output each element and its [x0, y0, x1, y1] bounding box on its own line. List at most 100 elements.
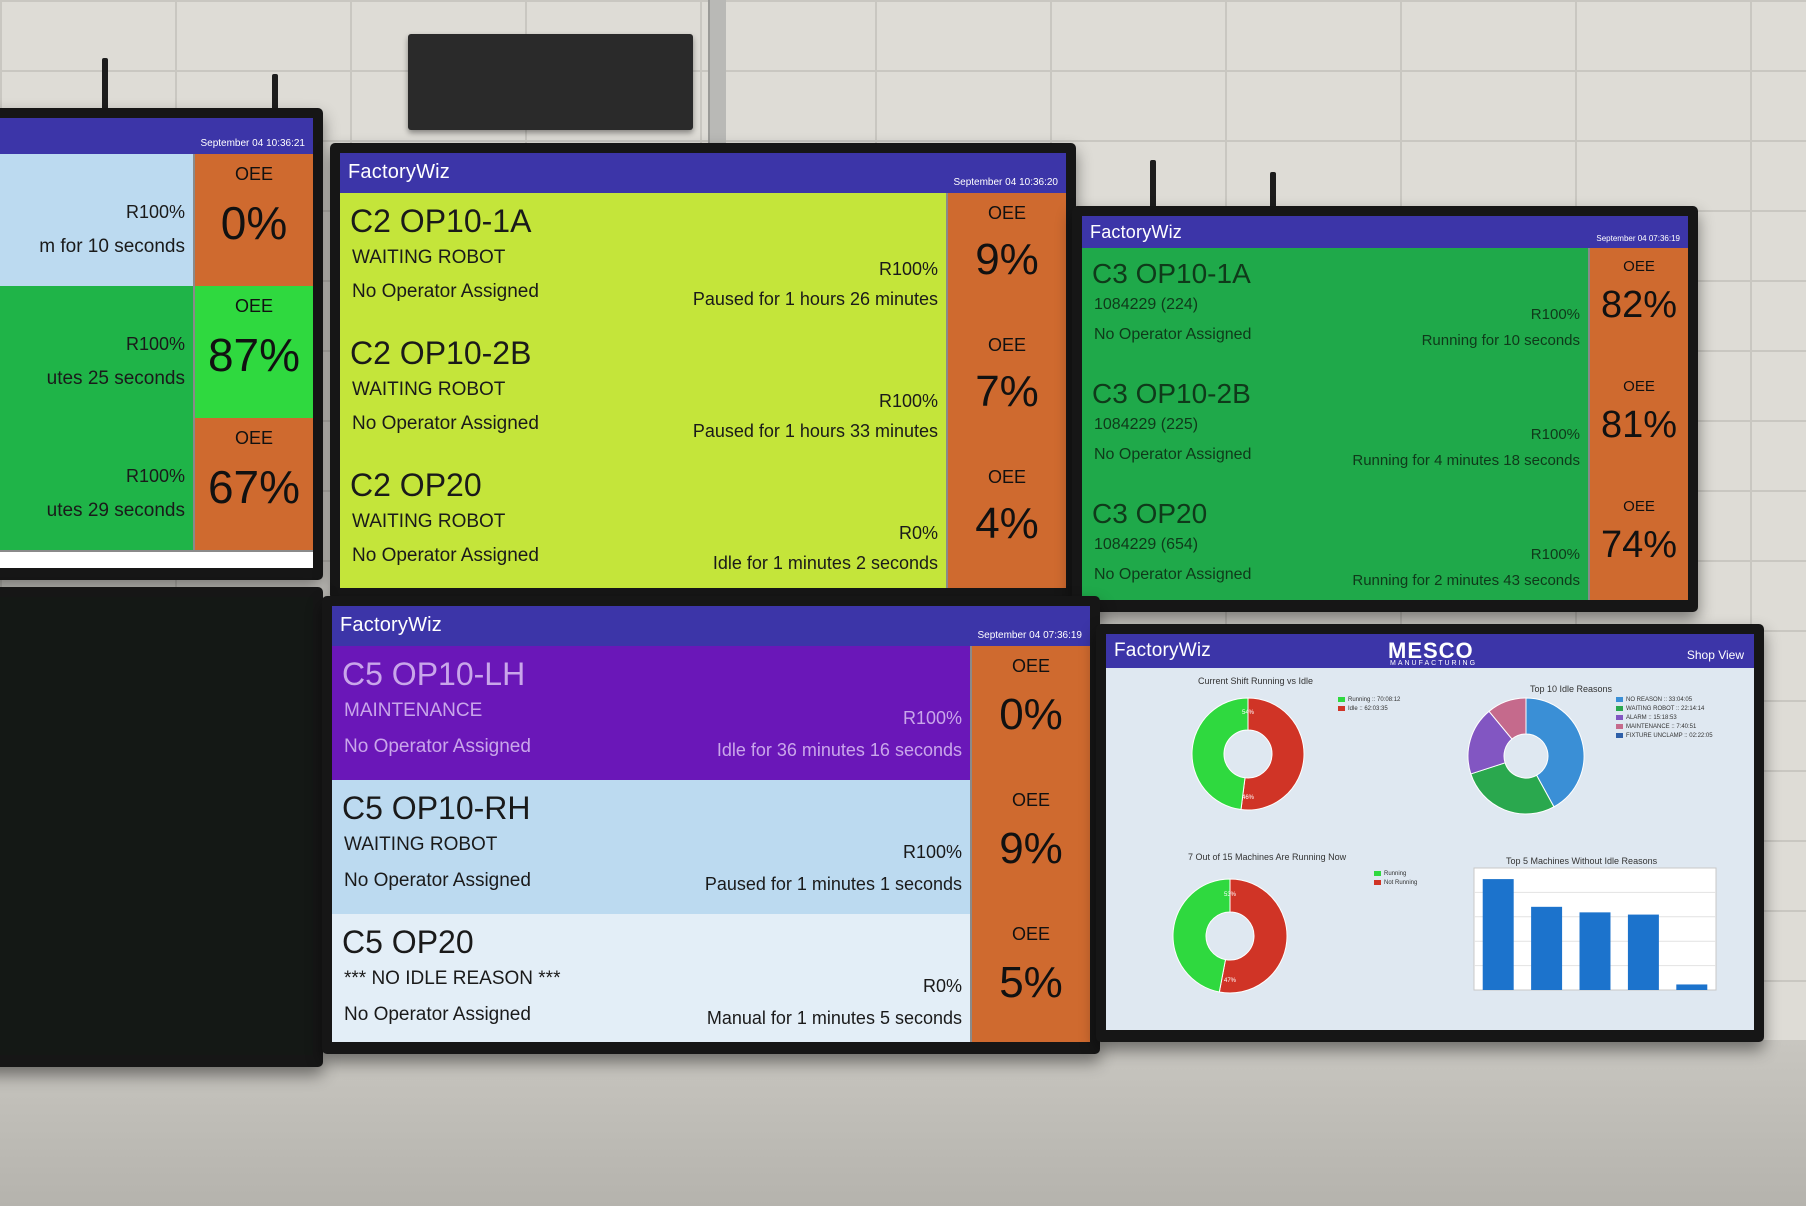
- machine-name: C2 OP10-2B: [350, 335, 532, 371]
- operator-label: No Operator Assigned: [344, 870, 531, 891]
- oee-box: OEE 5%: [970, 914, 1090, 1042]
- operator-label: No Operator Assigned: [1094, 326, 1252, 343]
- status-duration: Running for 4 minutes 18 seconds: [1352, 452, 1580, 469]
- conduit-pipe: [708, 0, 726, 150]
- bar: [1579, 912, 1611, 990]
- legend-item: Running: [1374, 870, 1417, 879]
- antenna: [102, 58, 108, 128]
- machine-row-main: R100% utes 25 seconds: [0, 286, 195, 418]
- oee-label: OEE: [987, 203, 1026, 223]
- operator-label: No Operator Assigned: [352, 281, 539, 302]
- machine-row[interactable]: C3 OP10-1A 1084229 (224) No Operator Assig…: [1082, 248, 1688, 370]
- monitor-left-partial: September 04 10:36:21 R100% m for 10 seco…: [0, 108, 323, 580]
- legend-idle-reasons: NO REASON :: 33:04:05 WAITING ROBOT :: 22…: [1616, 696, 1713, 741]
- machine-name: C5 OP20: [342, 924, 474, 960]
- machine-name: C2 OP20: [350, 467, 482, 503]
- shop-view-label: Shop View: [1686, 648, 1744, 662]
- legend-item: FIXTURE UNCLAMP :: 02:22:05: [1616, 732, 1713, 741]
- top-bar: September 04 10:36:21: [0, 118, 313, 154]
- oee-label: OEE: [987, 467, 1026, 487]
- oee-value: 5%: [999, 958, 1063, 1007]
- legend-item: MAINTENANCE :: 7:40:51: [1616, 723, 1713, 732]
- status-duration: Manual for 1 minutes 5 seconds: [706, 1008, 962, 1028]
- donut-machines-running-slice-not-running: [1218, 878, 1288, 994]
- shop-view-charts: 54% 46% 53% 47%: [1172, 697, 1717, 994]
- oee-box: OEE 4%: [946, 457, 1066, 588]
- machine-row[interactable]: C5 OP20 *** NO IDLE REASON *** No Operator…: [332, 914, 1090, 1042]
- machine-row[interactable]: C2 OP20 WAITING ROBOT No Operator Assigned…: [340, 457, 1066, 588]
- oee-label: OEE: [234, 164, 273, 184]
- monitor-c3: FactoryWiz September 04 07:36:19 C3 OP10…: [1072, 206, 1698, 612]
- rate-label: R100%: [125, 466, 185, 486]
- operator-label: No Operator Assigned: [1094, 566, 1252, 583]
- panel-title-no-idle-reasons: Top 5 Machines Without Idle Reasons: [1506, 856, 1658, 866]
- machine-row[interactable]: C2 OP10-2B WAITING ROBOT No Operator Assig…: [340, 325, 1066, 459]
- status-duration: Running for 10 seconds: [1421, 332, 1580, 349]
- legend-text: Running: [1384, 871, 1407, 877]
- top-bar: FactoryWiz MESCO MANUFACTURING Shop View: [1106, 634, 1754, 668]
- machine-row[interactable]: C5 OP10-LH MAINTENANCE No Operator Assigne…: [332, 646, 1090, 782]
- machine-row[interactable]: C3 OP20 1084229 (654) No Operator Assigned…: [1082, 488, 1688, 600]
- top-bar: FactoryWiz September 04 07:36:19: [1082, 216, 1688, 248]
- top-bar: FactoryWiz September 04 10:36:20: [340, 153, 1066, 193]
- status-duration: Paused for 1 minutes 1 seconds: [704, 874, 962, 894]
- screen-c2: FactoryWiz September 04 10:36:20 C2 OP10…: [340, 153, 1066, 588]
- monitor-c2: FactoryWiz September 04 10:36:20 C2 OP10…: [330, 143, 1076, 600]
- machine-row: R100% m for 10 seconds OEE 0%: [0, 154, 313, 288]
- bar: [1482, 879, 1514, 990]
- oee-value: 81%: [1600, 404, 1678, 446]
- oee-value: 82%: [1600, 284, 1678, 326]
- legend-swatch: [1616, 696, 1623, 702]
- wall-lower-shade: [0, 1040, 1806, 1206]
- machine-row-main: C2 OP20 WAITING ROBOT No Operator Assigned…: [340, 457, 948, 588]
- machine-row[interactable]: C3 OP10-2B 1084229 (225) No Operator Assig…: [1082, 368, 1688, 490]
- machine-row[interactable]: C5 OP10-RH WAITING ROBOT No Operator Assig…: [332, 780, 1090, 916]
- operator-label: No Operator Assigned: [1094, 446, 1252, 463]
- legend-text: Idle :: 62:03:35: [1348, 706, 1388, 712]
- oee-box: OEE 67%: [193, 418, 313, 550]
- status-duration: m for 10 seconds: [39, 236, 185, 257]
- oee-label: OEE: [1623, 258, 1655, 275]
- rate-label: R0%: [898, 523, 938, 543]
- rate-label: R100%: [1530, 546, 1580, 563]
- machine-row-main: C3 OP10-2B 1084229 (225) No Operator Assig…: [1082, 368, 1590, 488]
- machine-row-main: R100% utes 29 seconds: [0, 418, 195, 550]
- legend-text: WAITING ROBOT :: 22:14:14: [1626, 706, 1705, 712]
- oee-value: 9%: [975, 235, 1039, 284]
- oee-value: 0%: [220, 197, 288, 249]
- mesco-logo-subtitle: MANUFACTURING: [1390, 660, 1478, 667]
- donut-running-idle-slice-running: [1191, 697, 1249, 811]
- screen-c5: FactoryWiz September 04 07:36:19 C5 OP10…: [332, 606, 1090, 1042]
- rate-label: R100%: [878, 259, 938, 279]
- rate-label: R100%: [125, 334, 185, 354]
- screen-c3: FactoryWiz September 04 07:36:19 C3 OP10…: [1082, 216, 1688, 600]
- rate-label: R100%: [902, 842, 962, 862]
- legend-swatch: [1616, 714, 1623, 720]
- screen-off: [0, 597, 313, 1055]
- machine-row[interactable]: C2 OP10-1A WAITING ROBOT No Operator Assig…: [340, 193, 1066, 327]
- oee-box: OEE 9%: [970, 780, 1090, 914]
- oee-box: OEE 0%: [193, 154, 313, 286]
- machine-row-main: C5 OP20 *** NO IDLE REASON *** No Operator…: [332, 914, 972, 1042]
- legend-swatch: [1616, 705, 1623, 711]
- machine-name: C3 OP10-1A: [1092, 258, 1251, 289]
- operator-label: No Operator Assigned: [344, 1004, 531, 1025]
- bar: [1676, 984, 1708, 990]
- legend-machines-running: Running Not Running: [1374, 870, 1417, 888]
- legend-text: MAINTENANCE :: 7:40:51: [1626, 724, 1697, 730]
- legend-item: Running :: 70:08:12: [1338, 696, 1400, 705]
- screen-left-partial: September 04 10:36:21 R100% m for 10 seco…: [0, 118, 313, 568]
- screen-date: September 04 07:36:19: [977, 630, 1082, 641]
- machine-name: C2 OP10-1A: [350, 203, 532, 239]
- donut-percent-label: 46%: [1242, 795, 1255, 801]
- machine-state: WAITING ROBOT: [344, 834, 498, 855]
- machine-row-main: C3 OP20 1084229 (654) No Operator Assigned…: [1082, 488, 1590, 600]
- legend-swatch: [1374, 879, 1381, 885]
- panel-title-running-vs-idle: Current Shift Running vs Idle: [1198, 676, 1314, 686]
- machine-name: C5 OP10-LH: [342, 656, 526, 692]
- rate-label: R100%: [878, 391, 938, 411]
- donut-idle-reasons-slice-no-reason: [1525, 697, 1585, 808]
- status-duration: Running for 2 minutes 43 seconds: [1352, 572, 1580, 589]
- machine-state: WAITING ROBOT: [352, 379, 506, 400]
- factorywiz-logo: FactoryWiz: [1114, 640, 1211, 661]
